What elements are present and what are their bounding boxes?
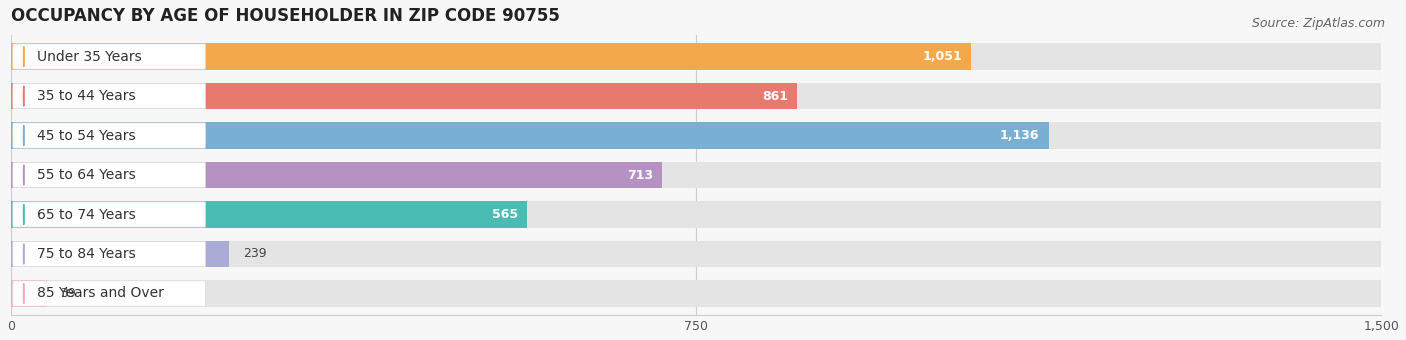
Bar	[11, 280, 46, 307]
FancyBboxPatch shape	[13, 163, 205, 188]
Text: 565: 565	[492, 208, 517, 221]
Text: OCCUPANCY BY AGE OF HOUSEHOLDER IN ZIP CODE 90755: OCCUPANCY BY AGE OF HOUSEHOLDER IN ZIP C…	[11, 7, 560, 25]
Text: 1,051: 1,051	[922, 50, 962, 63]
FancyBboxPatch shape	[13, 202, 205, 227]
Text: 55 to 64 Years: 55 to 64 Years	[37, 168, 135, 182]
Bar	[11, 43, 1381, 70]
Text: 75 to 84 Years: 75 to 84 Years	[37, 247, 135, 261]
FancyBboxPatch shape	[13, 241, 205, 267]
Text: 713: 713	[627, 169, 654, 182]
Text: 861: 861	[762, 89, 789, 103]
Bar	[11, 122, 1049, 149]
Text: Source: ZipAtlas.com: Source: ZipAtlas.com	[1251, 17, 1385, 30]
Bar	[11, 122, 1381, 149]
Bar	[11, 241, 1381, 268]
Bar	[11, 201, 527, 228]
FancyBboxPatch shape	[13, 44, 205, 69]
Bar	[11, 162, 1381, 188]
Bar	[11, 201, 1381, 228]
Text: 1,136: 1,136	[1000, 129, 1039, 142]
Bar	[11, 83, 1381, 109]
FancyBboxPatch shape	[13, 281, 205, 306]
Bar	[11, 241, 229, 268]
Text: 65 to 74 Years: 65 to 74 Years	[37, 207, 135, 221]
FancyBboxPatch shape	[13, 123, 205, 148]
Text: 39: 39	[60, 287, 76, 300]
FancyBboxPatch shape	[13, 83, 205, 109]
Text: 85 Years and Over: 85 Years and Over	[37, 287, 163, 301]
Bar	[11, 43, 972, 70]
Text: Under 35 Years: Under 35 Years	[37, 50, 141, 64]
Bar	[11, 162, 662, 188]
Bar	[11, 280, 1381, 307]
Bar	[11, 83, 797, 109]
Text: 45 to 54 Years: 45 to 54 Years	[37, 129, 135, 142]
Text: 239: 239	[243, 248, 267, 260]
Text: 35 to 44 Years: 35 to 44 Years	[37, 89, 135, 103]
